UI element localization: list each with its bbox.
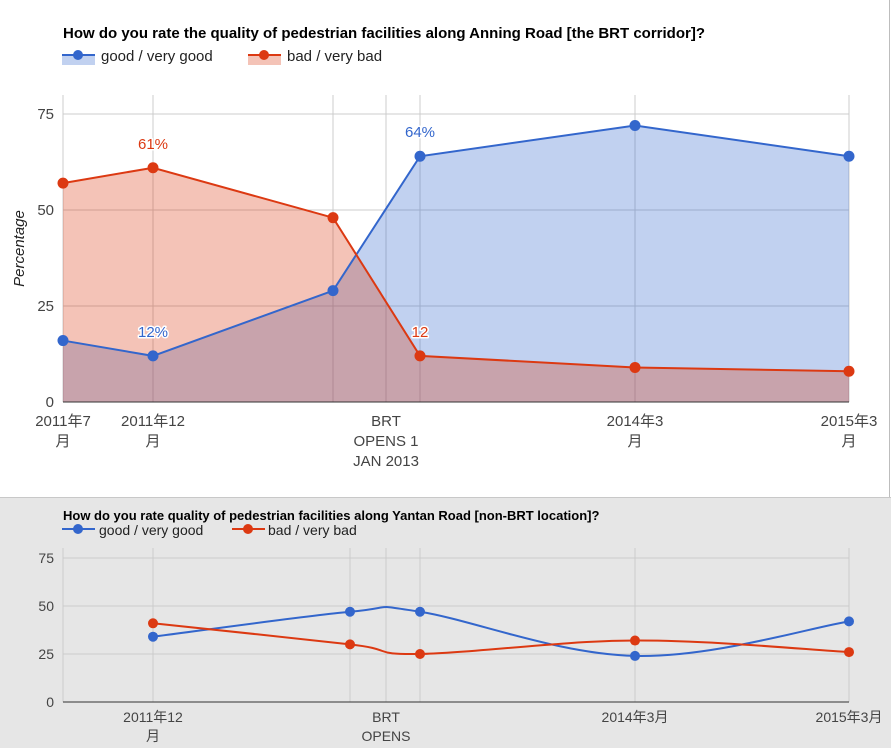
x-tick-label: OPENS 1 (353, 433, 418, 450)
x-tick-label: 2015年3月 (816, 709, 883, 725)
legend-swatch (248, 55, 281, 65)
y-tick-label: 50 (37, 202, 54, 219)
data-point (843, 150, 855, 162)
x-tick-label: 月 (145, 433, 160, 450)
x-tick-label: 月 (146, 728, 160, 744)
data-point (629, 361, 641, 373)
data-point (843, 365, 855, 377)
series-line-1 (152, 622, 850, 656)
yantan-road-chart: How do you rate quality of pedestrian fa… (38, 508, 883, 744)
data-point (327, 285, 339, 297)
legend-marker (259, 50, 269, 60)
anning-road-chart-panel: How do you rate the quality of pedestria… (11, 0, 890, 497)
data-point (147, 350, 159, 362)
data-point (630, 650, 640, 661)
legend-item-1: bad / very bad (232, 522, 357, 538)
series-area-1 (63, 167, 849, 402)
x-tick-label: 2011年12 (123, 709, 183, 725)
data-point (57, 335, 69, 347)
data-point (147, 162, 159, 174)
legend-marker (73, 50, 83, 60)
legend-marker (243, 524, 253, 534)
data-label: 61% (138, 136, 168, 153)
y-tick-label: 0 (46, 394, 54, 411)
x-tick-label: 2011年12 (121, 413, 185, 430)
yantan-road-chart-panel: How do you rate quality of pedestrian fa… (0, 497, 891, 748)
anning-road-chart: How do you rate the quality of pedestria… (11, 25, 878, 470)
chart-title: How do you rate the quality of pedestria… (63, 25, 705, 42)
x-tick-label: 2014年3 (607, 413, 664, 430)
x-tick-label: 月 (55, 433, 70, 450)
data-point (345, 639, 355, 650)
data-point (415, 606, 425, 617)
y-tick-label: 25 (38, 646, 54, 662)
y-tick-label: 75 (37, 106, 54, 123)
x-tick-label: 月 (627, 433, 642, 450)
legend-marker (73, 524, 83, 534)
x-tick-label: BRT (371, 413, 401, 430)
series-line-0 (62, 124, 850, 357)
legend-label: good / very good (99, 522, 203, 538)
x-tick-label: BRT (372, 709, 400, 725)
y-tick-label: 75 (38, 550, 54, 566)
data-point (414, 150, 426, 162)
data-point (148, 618, 158, 629)
data-point (630, 635, 640, 646)
x-tick-label: 2014年3月 (602, 709, 669, 725)
legend-item-0: good / very good (62, 48, 213, 65)
x-tick-label: OPENS (361, 728, 410, 744)
data-point (345, 606, 355, 617)
data-point (844, 647, 854, 658)
x-tick-label: 2015年3 (821, 413, 878, 430)
legend-item-1: bad / very bad (248, 48, 382, 65)
legend-swatch (62, 55, 95, 65)
data-point (57, 177, 69, 189)
legend-label: bad / very bad (268, 522, 357, 538)
data-point (414, 350, 426, 362)
data-point (327, 212, 339, 224)
y-tick-label: 25 (37, 298, 54, 315)
data-point (148, 631, 158, 642)
data-label: 64% (405, 124, 435, 141)
y-tick-label: 0 (46, 694, 54, 710)
data-point (629, 120, 641, 132)
x-tick-label: 月 (841, 433, 856, 450)
data-point (844, 616, 854, 627)
chart-title: How do you rate quality of pedestrian fa… (63, 508, 599, 523)
series-line-1 (62, 166, 850, 373)
x-tick-label: JAN 2013 (353, 453, 419, 470)
data-point (415, 649, 425, 659)
series-area-0 (63, 125, 849, 403)
legend-label: good / very good (101, 48, 213, 65)
y-axis-title: Percentage (11, 210, 28, 287)
data-label: 12 (412, 324, 429, 341)
y-tick-label: 50 (38, 598, 54, 614)
legend-item-0: good / very good (62, 522, 203, 538)
x-tick-label: 2011年7 (35, 413, 91, 430)
data-label: 12% (138, 324, 168, 341)
legend-label: bad / very bad (287, 48, 382, 65)
series-line-0 (152, 606, 850, 657)
